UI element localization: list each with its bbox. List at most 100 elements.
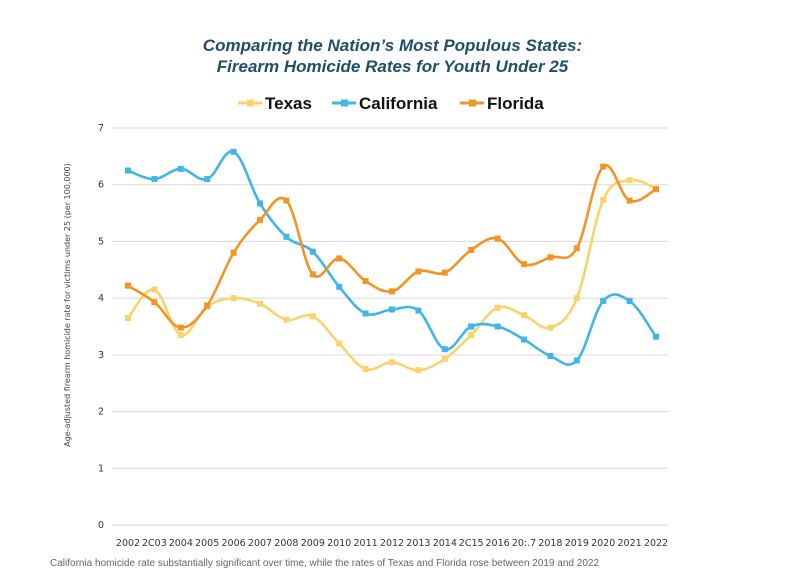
point-texas (441, 355, 448, 362)
point-california (521, 336, 527, 343)
y-tick-label: 4 (98, 293, 104, 304)
x-tick-label: 2002 (116, 538, 140, 549)
chart-title-line-1: Comparing the Nation’s Most Populous Sta… (202, 36, 583, 55)
point-florida (177, 324, 184, 331)
point-florida (626, 197, 633, 204)
x-tick-label: 2020 (591, 538, 615, 549)
point-california (626, 297, 633, 304)
point-florida (494, 235, 501, 242)
point-california (653, 333, 659, 340)
point-california (336, 283, 343, 290)
x-tick-label: 2C03 (142, 538, 167, 549)
point-florida (415, 268, 422, 275)
x-tick-label: 2007 (248, 538, 272, 549)
point-california (494, 323, 501, 330)
point-florida (389, 288, 395, 295)
x-axis-ticks: 2002 2C03 2004 2005 2006 2007 2008 2009 2010 2011… (116, 538, 668, 549)
point-texas (494, 304, 501, 311)
point-florida (600, 163, 607, 170)
point-california (415, 307, 422, 314)
series-california (125, 148, 659, 366)
y-tick-label: 5 (98, 236, 104, 247)
point-texas (626, 177, 633, 184)
series-group (125, 148, 659, 374)
x-tick-label: 20:.7 (512, 538, 536, 549)
y-tick-label: 6 (98, 180, 104, 191)
x-tick-label: 2018 (538, 538, 562, 549)
y-tick-label: 1 (98, 463, 104, 474)
series-texas (125, 177, 659, 374)
point-california (547, 352, 554, 359)
point-florida (283, 197, 290, 204)
x-tick-label: 2008 (274, 538, 298, 549)
point-texas (230, 295, 237, 302)
line-texas (126, 178, 657, 372)
footnote: California homicide rate substantially s… (50, 558, 600, 569)
point-california (309, 248, 316, 255)
point-florida (468, 246, 475, 253)
series-florida (125, 163, 659, 331)
y-tick-label: 0 (98, 520, 104, 531)
point-florida (573, 245, 580, 252)
point-texas (151, 286, 158, 293)
y-tick-label: 2 (98, 407, 104, 418)
point-california (468, 323, 475, 330)
point-texas (547, 324, 554, 331)
point-texas (573, 295, 580, 302)
legend-label: Florida (487, 94, 544, 113)
x-tick-label: 2011 (354, 538, 378, 549)
point-texas (283, 316, 290, 323)
x-tick-label: 2012 (380, 538, 404, 549)
legend-swatch-marker (341, 99, 348, 107)
point-florida (309, 271, 316, 278)
point-texas (336, 340, 343, 347)
x-tick-label: 2010 (327, 538, 351, 549)
point-florida (125, 282, 131, 289)
point-florida (547, 254, 554, 261)
chart-title-line-2: Firearm Homicide Rates for Youth Under 2… (216, 57, 569, 76)
x-tick-label: 2021 (618, 538, 642, 549)
point-texas (177, 332, 184, 339)
point-california (573, 357, 580, 364)
x-tick-label: 2022 (644, 538, 668, 549)
legend-item-california: California (332, 94, 438, 113)
point-california (204, 176, 211, 183)
point-florida (230, 249, 237, 256)
x-tick-label: 2019 (565, 538, 589, 549)
point-california (257, 200, 263, 207)
y-tick-label: 7 (98, 123, 104, 134)
point-texas (415, 367, 422, 374)
point-california (125, 167, 131, 174)
legend-item-texas: Texas (238, 94, 312, 113)
legend-item-florida: Florida (460, 94, 544, 113)
point-texas (521, 312, 527, 319)
legend: Texas California Florida (238, 94, 544, 113)
legend-label: California (359, 94, 438, 113)
point-texas (309, 313, 316, 320)
point-california (441, 346, 448, 353)
x-tick-label: 2006 (222, 538, 246, 549)
point-california (283, 233, 290, 240)
point-florida (336, 255, 343, 262)
point-california (389, 306, 395, 313)
point-california (600, 297, 607, 304)
point-texas (362, 366, 369, 373)
point-florida (521, 261, 527, 268)
point-texas (468, 332, 475, 339)
x-tick-label: 2C15 (459, 538, 484, 549)
point-florida (441, 269, 448, 276)
point-california (151, 176, 158, 183)
point-florida (653, 186, 659, 193)
point-texas (257, 300, 263, 307)
x-tick-label: 2016 (486, 538, 510, 549)
point-florida (257, 216, 263, 223)
point-texas (389, 359, 395, 366)
point-texas (600, 197, 607, 204)
point-california (362, 310, 369, 317)
legend-swatch-marker (469, 99, 476, 107)
x-tick-label: 2005 (195, 538, 219, 549)
legend-label: Texas (265, 94, 312, 113)
point-florida (204, 302, 211, 309)
y-axis-ticks: 0 1 2 3 4 5 6 7 (98, 123, 104, 531)
